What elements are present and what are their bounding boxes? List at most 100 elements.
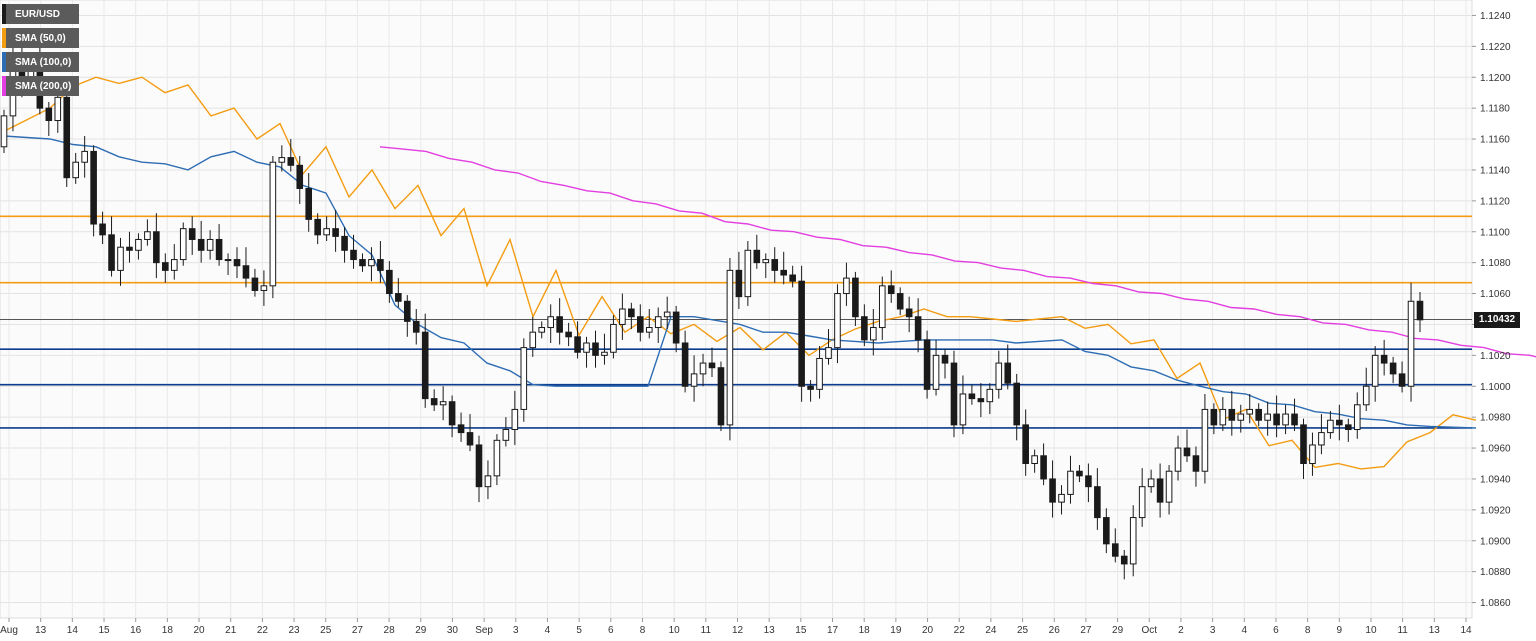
support-resistance-levels (0, 215, 1472, 429)
candle-down (403, 300, 411, 322)
candle-up (1031, 455, 1038, 464)
candle-up (726, 269, 734, 426)
x-tick-label: 14 (67, 625, 79, 636)
x-tick-label: 21 (225, 625, 237, 636)
legend-item-eurusd[interactable]: EUR/USD (2, 4, 80, 24)
legend: EUR/USD SMA (50,0) SMA (100,0) SMA (200,… (2, 4, 80, 100)
y-tick-label: 1.1100 (1480, 227, 1510, 238)
candle-up (493, 439, 501, 477)
legend-swatch (2, 4, 6, 24)
x-tick-label: 27 (352, 625, 364, 636)
candle-up (224, 259, 232, 262)
candle-down (771, 259, 779, 271)
legend-label: EUR/USD (15, 8, 61, 20)
candle-down (1273, 413, 1280, 426)
y-tick-label: 1.0920 (1480, 505, 1511, 516)
x-tick-label: 22 (257, 625, 269, 636)
candle-down (753, 249, 761, 264)
candle-up (816, 357, 823, 390)
last-price-tag: 1.10432 (1474, 311, 1520, 328)
candle-down (628, 308, 635, 318)
legend-label: SMA (200,0) (15, 80, 72, 92)
x-tick-label: 10 (669, 625, 681, 636)
candle-down (108, 234, 115, 271)
candle-down (556, 316, 563, 333)
candle-up (959, 393, 967, 426)
y-tick-label: 1.1240 (1480, 11, 1511, 22)
candle-down (448, 401, 456, 426)
candle-up (1282, 413, 1289, 426)
candle-down (1040, 455, 1047, 480)
x-tick-label: 29 (415, 625, 427, 636)
candle-down (637, 316, 644, 333)
y-tick-label: 1.1140 (1480, 165, 1510, 176)
x-tick-label: 3 (513, 625, 519, 636)
candle-down (574, 336, 581, 353)
candle-up (1058, 493, 1065, 503)
candle-down (861, 316, 868, 341)
x-tick-label: 18 (859, 625, 871, 636)
candle-down (914, 316, 922, 341)
candle-down (1049, 478, 1056, 503)
candle-up (645, 327, 653, 333)
candle-down (296, 164, 304, 189)
candle-down (305, 187, 313, 220)
candle-up (206, 238, 214, 251)
candle-down (798, 280, 805, 387)
x-axis: Aug 13 14 15 16 18 20 21 22 23 25 27 28 29 30 Sep 3 4 5 6 8 1… (0, 618, 1472, 636)
legend-item-sma-200[interactable]: SMA (200,0) (2, 76, 80, 96)
candle-down (1004, 362, 1012, 384)
candle-up (1309, 444, 1316, 464)
legend-item-sma-100[interactable]: SMA (100,0) (2, 52, 80, 72)
candle-down (475, 444, 483, 488)
candle-down (1336, 419, 1343, 426)
candle-up (1219, 408, 1227, 426)
candle-down (197, 238, 205, 251)
candle-down (412, 320, 420, 333)
x-tick-label: 24 (985, 625, 997, 636)
x-tick-label: 28 (384, 625, 396, 636)
candle-down (1389, 362, 1397, 375)
candle-down (565, 331, 572, 338)
candle-up (1165, 470, 1173, 503)
candle-down (968, 393, 976, 400)
candle-down (1085, 475, 1092, 488)
candle-down (708, 362, 716, 369)
candle-down (1022, 424, 1029, 464)
x-tick-label: Sep (475, 625, 493, 636)
y-axis: 1.0860 1.0880 1.0900 1.0920 1.0940 1.0960 1.09… (1472, 11, 1511, 609)
candle-down (215, 238, 223, 261)
y-tick-label: 1.0980 (1480, 413, 1511, 424)
candle-down (153, 231, 160, 264)
x-tick-label: 6 (608, 625, 614, 636)
x-tick-label: 16 (130, 625, 142, 636)
candle-up (1371, 354, 1379, 387)
candle-up (619, 308, 626, 325)
candle-down (63, 96, 71, 179)
candle-down (287, 157, 295, 166)
candle-down (332, 228, 339, 237)
candle-up (825, 347, 832, 359)
candle-up (1362, 385, 1370, 406)
y-tick-label: 1.0880 (1480, 567, 1511, 578)
candle-down (923, 339, 931, 390)
candle-up (269, 161, 277, 287)
y-tick-label: 1.1120 (1480, 196, 1510, 207)
candle-up (583, 342, 590, 353)
candle-up (547, 316, 554, 329)
candle-down (681, 342, 689, 387)
legend-swatch (2, 52, 6, 72)
candle-down (1255, 408, 1262, 421)
candle-up (368, 259, 375, 267)
y-tick-label: 1.1160 (1480, 135, 1510, 146)
candle-down (126, 246, 133, 251)
y-tick-label: 1.0860 (1480, 598, 1511, 609)
candle-up (520, 347, 528, 410)
x-tick-label: 5 (576, 625, 582, 636)
x-tick-label: 23 (289, 625, 301, 636)
legend-item-sma-50[interactable]: SMA (50,0) (2, 28, 80, 48)
candle-down (1192, 455, 1200, 472)
candle-down (1013, 382, 1021, 426)
candle-up (170, 259, 178, 271)
